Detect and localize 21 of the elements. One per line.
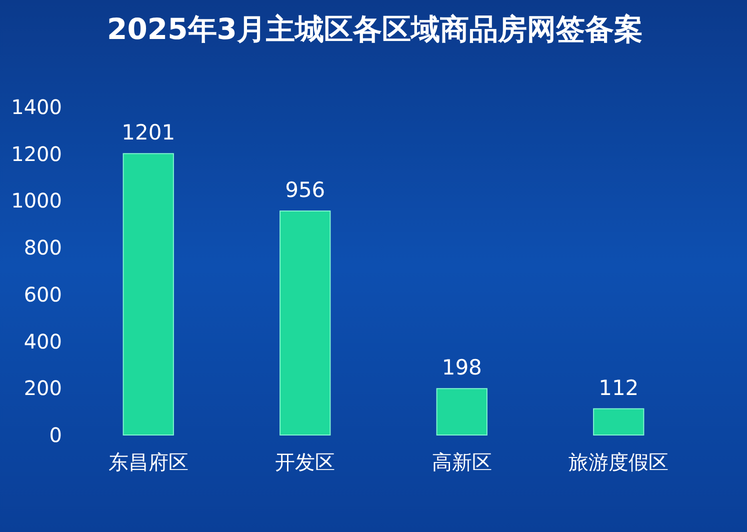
bar	[280, 210, 331, 436]
bar	[122, 153, 174, 436]
x-tick-label: 开发区	[275, 450, 336, 474]
x-tick-label: 东昌府区	[108, 450, 188, 474]
y-tick-label: 0	[49, 423, 62, 447]
y-tick-label: 800	[24, 236, 62, 260]
bar	[593, 408, 644, 436]
x-tick-label: 高新区	[432, 450, 492, 474]
y-tick-label: 600	[24, 282, 62, 306]
data-label: 198	[442, 356, 482, 380]
data-label: 1201	[122, 120, 176, 145]
x-tick-label: 旅游度假区	[568, 450, 669, 474]
bar	[436, 388, 488, 436]
y-tick-label: 400	[24, 329, 62, 354]
chart-title: 2025年3月主城区各区域商品房网签备案	[106, 11, 644, 48]
data-label: 956	[285, 178, 326, 202]
y-tick-label: 1000	[11, 188, 62, 213]
y-tick-label: 1400	[11, 95, 62, 119]
y-tick-label: 200	[24, 376, 62, 400]
y-tick-label: 1200	[11, 142, 62, 166]
data-label: 112	[598, 376, 639, 400]
